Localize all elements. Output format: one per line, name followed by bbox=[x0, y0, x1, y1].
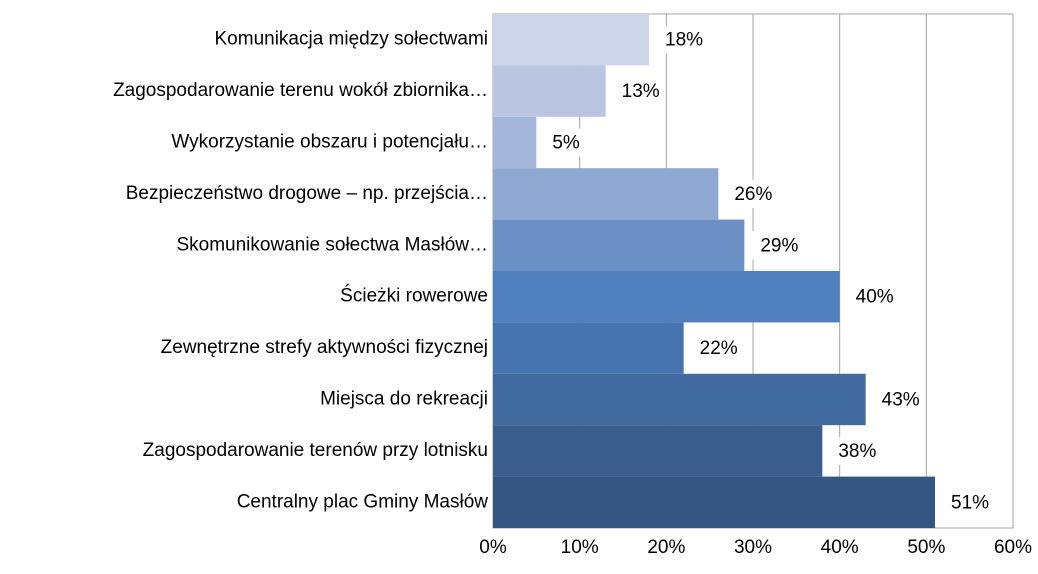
value-label-bg bbox=[653, 25, 703, 54]
value-label: 40% bbox=[856, 287, 894, 308]
value-label-bg bbox=[540, 128, 591, 157]
value-label-bg bbox=[869, 385, 920, 414]
y-tick-label: Centralny plac Gminy Masłów bbox=[237, 491, 489, 512]
bar bbox=[493, 219, 745, 271]
y-tick-label: Zagospodarowanie terenu wokół zbiornika… bbox=[113, 80, 488, 101]
y-tick-label: Miejsca do rekreacji bbox=[320, 389, 488, 410]
x-tick-label: 10% bbox=[561, 537, 599, 558]
x-tick-label: 0% bbox=[479, 537, 507, 558]
x-tick-label: 60% bbox=[994, 537, 1032, 558]
y-tick-label: Wykorzystanie obszaru i potencjału… bbox=[171, 132, 488, 153]
value-label: 43% bbox=[882, 390, 920, 411]
value-label: 22% bbox=[700, 338, 738, 359]
bar bbox=[493, 373, 866, 426]
y-tick-label: Komunikacja między sołectwami bbox=[215, 29, 489, 50]
y-tick-label: Bezpieczeństwo drogowe – np. przejścia… bbox=[126, 183, 488, 204]
value-label-bg bbox=[722, 179, 773, 208]
value-label: 38% bbox=[838, 441, 876, 462]
bar bbox=[493, 14, 649, 66]
value-label-bg bbox=[748, 231, 799, 260]
y-tick-label: Skomunikowanie sołectwa Masłów… bbox=[176, 234, 488, 255]
x-tick-label: 20% bbox=[647, 537, 685, 558]
x-tick-label: 30% bbox=[734, 537, 772, 558]
value-label: 5% bbox=[552, 133, 580, 154]
bar bbox=[493, 425, 823, 477]
bar bbox=[493, 476, 935, 528]
y-tick-label: Zagospodarowanie terenów przy lotnisku bbox=[143, 440, 488, 461]
y-tick-label: Zewnętrzne strefy aktywności fizycznej bbox=[161, 337, 488, 358]
value-label-bg bbox=[939, 488, 989, 517]
y-tick-label: Ścieżki rowerowe bbox=[340, 285, 488, 307]
bar bbox=[493, 271, 840, 323]
value-label: 51% bbox=[951, 492, 989, 513]
bar bbox=[493, 65, 606, 117]
bar bbox=[493, 322, 684, 374]
x-tick-label: 50% bbox=[907, 537, 945, 558]
value-label-bg bbox=[609, 77, 660, 106]
value-label-bg bbox=[826, 436, 877, 465]
bar bbox=[493, 116, 537, 169]
value-label-bg bbox=[687, 334, 738, 363]
value-label: 29% bbox=[760, 235, 798, 256]
value-label: 18% bbox=[665, 30, 703, 51]
bar bbox=[493, 168, 719, 220]
value-label: 13% bbox=[622, 81, 660, 102]
value-label-bg bbox=[843, 282, 894, 311]
x-tick-label: 40% bbox=[821, 537, 859, 558]
value-label: 26% bbox=[734, 184, 772, 205]
